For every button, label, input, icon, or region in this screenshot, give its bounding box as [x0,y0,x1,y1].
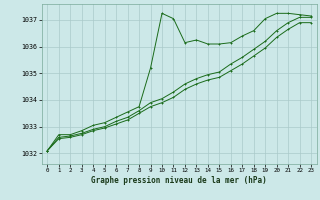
X-axis label: Graphe pression niveau de la mer (hPa): Graphe pression niveau de la mer (hPa) [91,176,267,185]
